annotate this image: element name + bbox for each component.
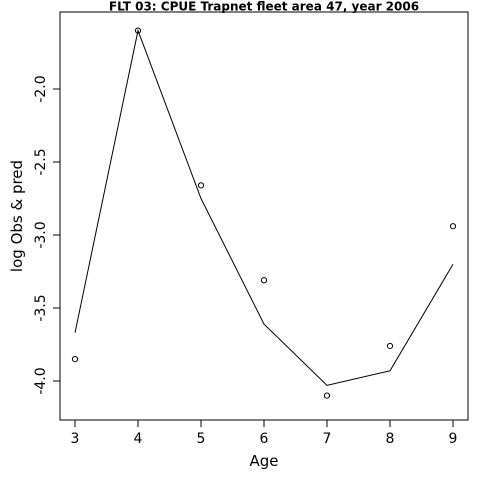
x-axis-label: Age (249, 452, 278, 470)
data-point-0 (71, 356, 79, 363)
data-point-5 (386, 342, 394, 350)
data-point-2 (197, 182, 205, 189)
y-tick-label-4: -4.0 (33, 367, 49, 394)
y-tick-label-0: -2.0 (33, 75, 49, 102)
x-tick-label-1: 4 (134, 431, 143, 447)
x-tick-label-4: 7 (323, 431, 332, 447)
x-axis: 3 4 5 6 7 8 9 (71, 419, 458, 447)
y-axis-label: log Obs & pred (8, 160, 26, 272)
chart-title: FLT 03: CPUE Trapnet fleet area 47, year… (109, 0, 419, 14)
series-layer (71, 27, 457, 399)
y-tick-label-1: -2.5 (33, 148, 49, 175)
x-tick-label-3: 6 (260, 431, 269, 447)
y-tick-label-3: -3.5 (33, 294, 49, 321)
data-point-3 (260, 277, 268, 284)
y-axis: -2.0 -2.5 -3.0 -3.5 -4.0 (33, 75, 61, 395)
data-point-1 (134, 27, 142, 34)
data-point-4 (323, 392, 331, 399)
x-tick-label-6: 9 (449, 431, 458, 447)
data-point-6 (449, 223, 457, 230)
x-tick-label-0: 3 (71, 431, 80, 447)
x-tick-label-5: 8 (386, 431, 395, 447)
plot-box (59, 11, 469, 421)
series-line-1 (74, 28, 454, 386)
x-tick-label-2: 5 (197, 431, 206, 447)
y-tick-label-2: -3.0 (33, 221, 49, 248)
